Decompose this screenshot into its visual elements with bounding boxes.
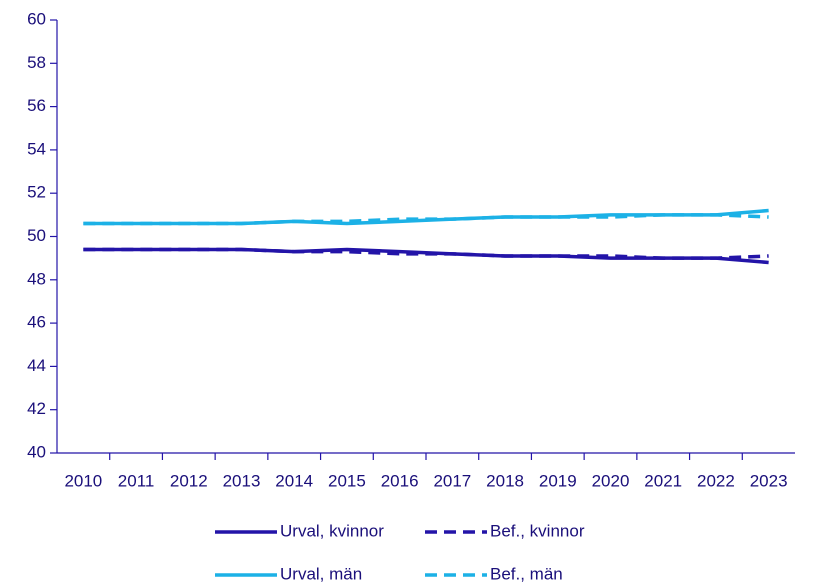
- x-tick-label: 2021: [644, 471, 682, 490]
- y-tick-label: 42: [27, 399, 46, 418]
- x-tick-label: 2020: [592, 471, 630, 490]
- series-line: [83, 247, 769, 260]
- legend-label: Urval, män: [280, 564, 362, 583]
- y-tick-label: 50: [27, 226, 46, 245]
- y-tick-label: 52: [27, 183, 46, 202]
- y-tick-label: 56: [27, 96, 46, 115]
- legend-label: Urval, kvinnor: [280, 521, 384, 540]
- x-tick-label: 2017: [433, 471, 471, 490]
- series-line: [83, 247, 769, 265]
- x-tick-label: 2011: [118, 471, 155, 490]
- y-tick-label: 40: [27, 442, 46, 461]
- series-line: [83, 208, 769, 226]
- y-tick-label: 48: [27, 269, 46, 288]
- x-tick-label: 2023: [750, 471, 788, 490]
- x-tick-label: 2019: [539, 471, 577, 490]
- legend-label: Bef., män: [490, 564, 563, 583]
- y-tick-label: 58: [27, 53, 46, 72]
- y-tick-label: 60: [27, 9, 46, 28]
- series-line: [83, 213, 769, 226]
- x-tick-label: 2018: [486, 471, 524, 490]
- y-tick-label: 54: [27, 139, 46, 158]
- y-tick-label: 46: [27, 313, 46, 332]
- x-tick-label: 2010: [64, 471, 102, 490]
- y-tick-label: 44: [27, 356, 46, 375]
- legend-label: Bef., kvinnor: [490, 521, 585, 540]
- x-tick-label: 2016: [381, 471, 419, 490]
- x-tick-label: 2012: [170, 471, 208, 490]
- x-tick-label: 2022: [697, 471, 735, 490]
- x-tick-label: 2015: [328, 471, 366, 490]
- x-tick-label: 2013: [223, 471, 261, 490]
- x-tick-label: 2014: [275, 471, 313, 490]
